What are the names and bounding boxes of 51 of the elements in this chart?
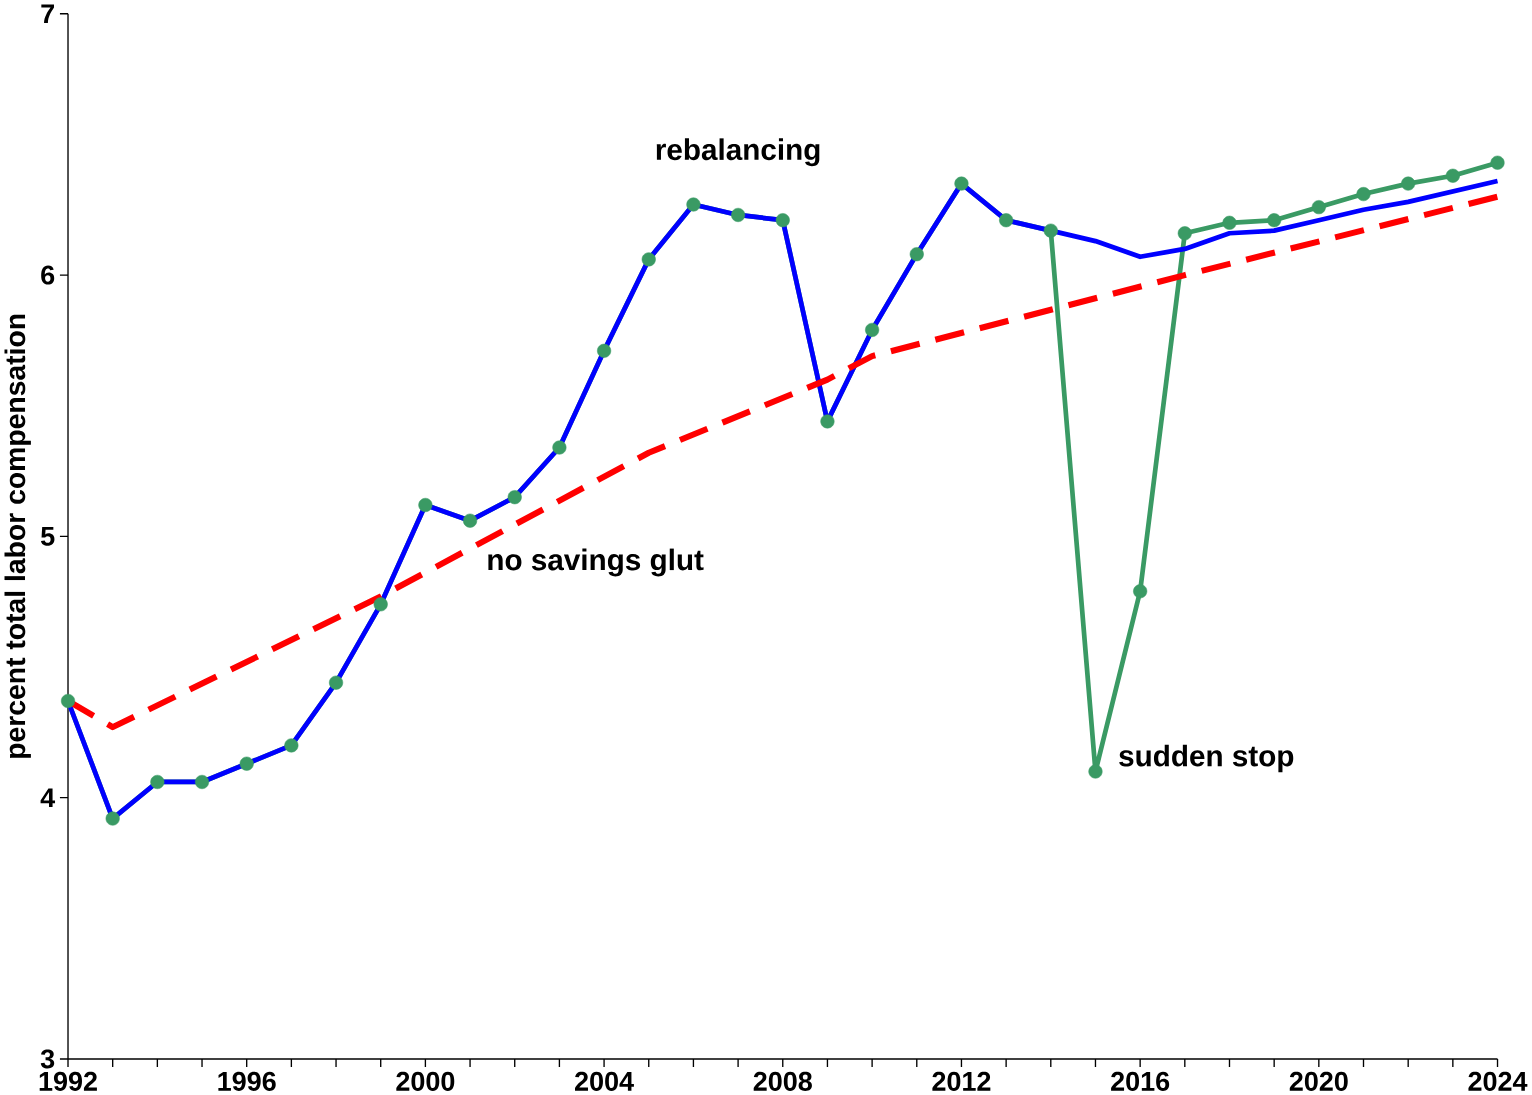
- point: [284, 738, 299, 753]
- point: [1311, 199, 1326, 214]
- point: [1490, 155, 1505, 170]
- point: [373, 597, 388, 612]
- y-tick-label: 3: [40, 1049, 55, 1069]
- point: [865, 322, 880, 337]
- point: [731, 207, 746, 222]
- point: [61, 693, 76, 708]
- point: [1043, 223, 1058, 238]
- point: [909, 246, 924, 261]
- x-tick-label: 2008: [753, 1071, 812, 1091]
- point: [686, 197, 701, 212]
- point: [463, 513, 478, 528]
- point: [999, 212, 1014, 227]
- x-tick-label: 2020: [1289, 1071, 1348, 1091]
- point: [641, 252, 656, 267]
- x-tick-label: 1992: [39, 1071, 97, 1091]
- x-tick-label: 2024: [1468, 1071, 1528, 1091]
- point: [1267, 212, 1282, 227]
- y-tick-label: 5: [41, 526, 55, 546]
- point: [1088, 764, 1103, 779]
- y-tick-label: 4: [40, 788, 56, 807]
- point: [1401, 176, 1416, 191]
- y-tick-label: 7: [41, 4, 54, 23]
- series-label: sudden stop: [1119, 744, 1294, 773]
- x-tick-label: 2004: [575, 1071, 634, 1091]
- point: [820, 414, 835, 429]
- point: [418, 497, 433, 512]
- point: [1356, 186, 1371, 201]
- point: [552, 440, 567, 455]
- series-label: no savings glut: [488, 548, 704, 577]
- x-tick-label: 2012: [932, 1071, 991, 1091]
- point: [954, 176, 969, 191]
- point: [1222, 215, 1237, 230]
- point: [105, 811, 120, 826]
- point: [239, 756, 254, 771]
- point: [195, 774, 210, 789]
- series-label: rebalancing: [656, 138, 820, 166]
- point: [1177, 226, 1192, 241]
- point: [1445, 168, 1460, 183]
- point: [507, 489, 522, 504]
- y-axis-title: percent total labor compensation: [4, 314, 31, 758]
- point: [150, 774, 165, 789]
- point: [775, 212, 790, 227]
- x-tick-label: 2000: [396, 1071, 455, 1091]
- x-tick-label: 1996: [218, 1071, 276, 1091]
- y-tick-label: 6: [41, 265, 55, 285]
- point: [597, 343, 612, 358]
- point: [1133, 584, 1148, 599]
- point: [329, 675, 344, 690]
- x-tick-label: 2016: [1111, 1071, 1170, 1091]
